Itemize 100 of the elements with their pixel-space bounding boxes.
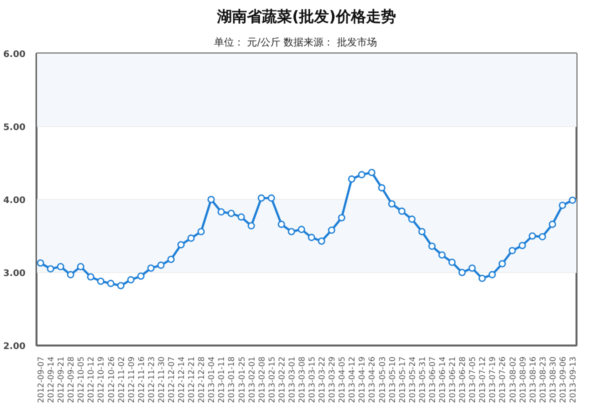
x-tick-label: 2013-05-24 [408, 356, 417, 403]
point [268, 194, 276, 202]
x-tick-label: 2013-08-09 [518, 356, 528, 403]
point [378, 184, 386, 192]
point [528, 232, 536, 240]
x-tick-label: 2012-09-14 [46, 356, 56, 403]
x-tick-label: 2012-11-16 [136, 356, 146, 403]
point [368, 168, 376, 176]
point [388, 200, 396, 208]
x-tick-label: 2012-10-05 [76, 356, 86, 403]
point [538, 233, 546, 240]
x-tick-label: 2013-03-29 [328, 356, 337, 403]
x-tick-label: 2013-06-07 [428, 356, 437, 403]
x-tick-label: 2013-01-25 [237, 356, 246, 403]
point [308, 234, 316, 242]
y-tick-label: 3.00 [3, 269, 26, 279]
x-tick-label: 2013-04-05 [338, 356, 347, 403]
point [97, 278, 104, 285]
point [498, 260, 506, 268]
x-tick-label: 2012-11-30 [156, 356, 166, 403]
x-tick-label: 2012-12-07 [167, 356, 176, 403]
x-tick-label: 2013-08-30 [548, 356, 558, 403]
point [147, 264, 155, 272]
x-tick-label: 2012-11-23 [146, 356, 156, 403]
x-tick-label: 2013-07-05 [468, 356, 478, 403]
x-tick-label: 2013-02-15 [267, 356, 276, 403]
x-tick-label: 2013-08-16 [528, 356, 538, 403]
point [87, 273, 94, 281]
point [248, 222, 255, 230]
x-tick-label: 2013-07-19 [488, 356, 498, 403]
point [127, 276, 134, 284]
point [207, 196, 215, 204]
point [157, 262, 165, 269]
point [518, 242, 526, 250]
x-tick-label: 2013-03-08 [297, 356, 306, 403]
x-tick-label: 2013-06-14 [438, 356, 447, 403]
x-tick-label: 2013-03-15 [308, 356, 317, 403]
point [56, 263, 64, 270]
x-tick-label: 2013-02-22 [277, 356, 286, 403]
x-tick-label: 2012-12-14 [177, 356, 186, 403]
x-tick-label: 2012-10-12 [86, 356, 96, 403]
y-tick-label: 2.00 [3, 342, 26, 352]
x-tick-label: 2013-05-03 [378, 356, 387, 403]
point [36, 259, 44, 267]
x-tick-label: 2012-09-21 [56, 356, 66, 403]
x-tick-label: 2013-06-21 [448, 356, 458, 403]
x-tick-label: 2013-04-26 [368, 356, 377, 403]
point [218, 208, 225, 216]
x-tick-label: 2012-11-02 [116, 356, 126, 403]
point [46, 265, 54, 272]
x-tick-label: 2013-01-11 [217, 356, 226, 403]
point [418, 228, 426, 236]
point [548, 220, 556, 228]
x-tick-label: 2013-05-10 [388, 356, 397, 403]
point [448, 258, 456, 266]
point [77, 263, 84, 270]
point [117, 282, 124, 290]
point [408, 216, 416, 223]
x-tick-label: 2013-01-18 [227, 356, 236, 403]
x-tick-label: 2013-03-22 [318, 356, 327, 403]
point [177, 241, 185, 248]
y-tick-label: 5.00 [3, 123, 26, 133]
point [107, 280, 114, 288]
point [66, 271, 74, 278]
x-tick-label: 2013-02-01 [247, 356, 256, 403]
x-tick-label: 2012-09-28 [66, 356, 76, 403]
chart-subtitle: 单位： 元/公斤 数据来源： 批发市场 [214, 36, 377, 48]
x-tick-label: 2012-09-07 [36, 356, 46, 403]
x-tick-label: 2013-04-12 [348, 356, 357, 403]
point [167, 256, 175, 264]
point [328, 226, 336, 234]
point [197, 228, 205, 236]
point [478, 274, 486, 282]
point [238, 213, 245, 221]
point [318, 237, 326, 245]
x-tick-label: 2013-07-26 [498, 356, 508, 403]
point [258, 194, 265, 202]
x-tick-label: 2012-10-19 [96, 356, 106, 403]
point [348, 175, 356, 183]
x-tick-label: 2013-07-12 [478, 356, 488, 403]
x-tick-label: 2013-08-02 [508, 356, 518, 403]
point [398, 208, 406, 215]
y-tick-label: 4.00 [3, 196, 26, 206]
point [438, 251, 446, 259]
x-tick-label: 2013-09-06 [558, 356, 568, 403]
x-tick-label: 2013-03-01 [287, 356, 296, 403]
point [358, 171, 366, 178]
point [137, 272, 145, 280]
point [228, 210, 235, 218]
point [298, 226, 306, 234]
point [508, 246, 516, 254]
x-tick-label: 2012-10-26 [106, 356, 116, 403]
x-tick-label: 2013-02-08 [257, 356, 266, 403]
point [488, 271, 496, 278]
point [558, 202, 566, 209]
x-tick-label: 2013-06-28 [458, 356, 468, 403]
point [278, 220, 286, 228]
x-tick-label: 2013-01-04 [207, 356, 216, 403]
point [338, 214, 346, 222]
point [428, 242, 436, 250]
